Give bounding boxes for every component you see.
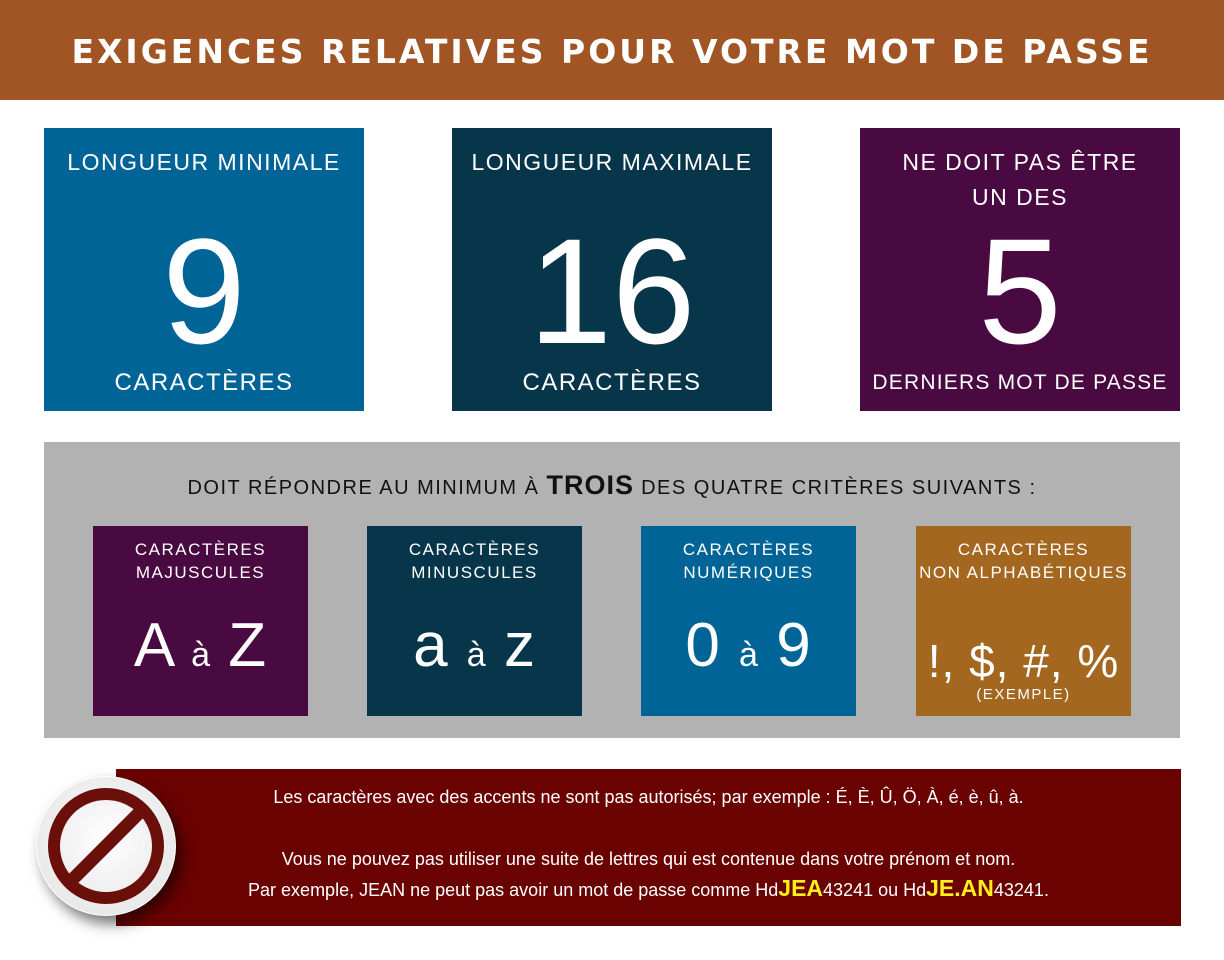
example-highlight-1: JEA	[778, 875, 824, 901]
no-entry-icon	[36, 776, 176, 916]
min-length-unit: CARACTÈRES	[114, 369, 294, 396]
max-length-value: 16	[528, 207, 696, 375]
min-length-card: LONGUEUR MINIMALE 9 CARACTÈRES	[44, 128, 364, 411]
range-from: A	[133, 611, 173, 680]
history-unit: DERNIERS MOT DE PASSE	[872, 371, 1168, 394]
criterion-symbols-line1: CARACTÈRES	[957, 540, 1090, 559]
criterion-numeric-line2: NUMÉRIQUES	[683, 563, 814, 582]
criteria-heading: DOIT RÉPONDRE AU MINIMUM À TROIS DES QUA…	[44, 470, 1180, 501]
name-rule: Vous ne pouvez pas utiliser une suite de…	[281, 849, 1016, 869]
criterion-uppercase-range: A à Z	[93, 609, 308, 692]
example-highlight-2: JE.AN	[926, 875, 994, 901]
range-to: z	[503, 611, 536, 680]
criterion-symbols-line2: NON ALPHABÉTIQUES	[919, 563, 1128, 582]
criterion-lowercase-line1: CARACTÈRES	[408, 540, 541, 559]
accent-rule: Les caractères avec des accents ne sont …	[273, 787, 1024, 807]
criterion-uppercase-title: CARACTÈRES MAJUSCULES	[93, 538, 308, 584]
example-text-a: Par exemple, JEAN ne peut pas avoir un m…	[248, 880, 779, 900]
criterion-uppercase-line2: MAJUSCULES	[135, 563, 266, 582]
max-length-label: LONGUEUR MAXIMALE	[471, 149, 753, 175]
history-label-line1: NE DOIT PAS ÊTRE	[902, 149, 1138, 175]
min-length-label: LONGUEUR MINIMALE	[67, 149, 341, 175]
history-card: NE DOIT PAS ÊTRE UN DES 5 DERNIERS MOT D…	[860, 128, 1180, 411]
criterion-symbols-examples: !, $, #, %	[927, 635, 1120, 687]
criterion-numeric-title: CARACTÈRES NUMÉRIQUES	[641, 538, 856, 584]
header-banner: EXIGENCES RELATIVES POUR VOTRE MOT DE PA…	[0, 0, 1224, 100]
example-text-c: 43241.	[993, 880, 1049, 900]
criterion-uppercase: CARACTÈRES MAJUSCULES A à Z	[93, 526, 308, 716]
criterion-numeric: CARACTÈRES NUMÉRIQUES 0 à 9	[641, 526, 856, 716]
criteria-heading-start: DOIT RÉPONDRE AU MINIMUM À	[187, 477, 547, 499]
range-to: 9	[776, 611, 812, 680]
history-label: NE DOIT PAS ÊTRE UN DES	[860, 145, 1180, 215]
max-length-card: LONGUEUR MAXIMALE 16 CARACTÈRES	[452, 128, 772, 411]
restrictions-banner: Les caractères avec des accents ne sont …	[116, 769, 1181, 926]
criteria-heading-emphasis: TROIS	[546, 470, 635, 500]
history-value: 5	[978, 207, 1062, 375]
criterion-numeric-range: 0 à 9	[641, 609, 856, 692]
history-label-line2: UN DES	[972, 184, 1068, 210]
criterion-symbols: CARACTÈRES NON ALPHABÉTIQUES !, $, #, % …	[916, 526, 1131, 716]
criterion-symbols-title: CARACTÈRES NON ALPHABÉTIQUES	[916, 538, 1131, 584]
criterion-lowercase-range: a à z	[367, 609, 582, 692]
criterion-symbols-note: (EXEMPLE)	[976, 686, 1071, 703]
range-from: 0	[685, 611, 721, 680]
max-length-unit: CARACTÈRES	[522, 369, 702, 396]
criterion-uppercase-line1: CARACTÈRES	[134, 540, 267, 559]
range-from: a	[413, 611, 449, 680]
criteria-heading-end: DES QUATRE CRITÈRES SUIVANTS :	[634, 477, 1037, 499]
criterion-lowercase-line2: MINUSCULES	[411, 563, 538, 582]
criteria-panel: DOIT RÉPONDRE AU MINIMUM À TROIS DES QUA…	[44, 442, 1180, 738]
no-entry-icon-graphic	[37, 777, 175, 915]
example-text-b: 43241 ou Hd	[823, 880, 927, 900]
range-sep: à	[191, 636, 210, 674]
range-to: Z	[228, 611, 268, 680]
range-sep: à	[466, 636, 486, 674]
criterion-numeric-line1: CARACTÈRES	[682, 540, 815, 559]
criterion-lowercase-title: CARACTÈRES MINUSCULES	[367, 538, 582, 584]
criterion-lowercase: CARACTÈRES MINUSCULES a à z	[367, 526, 582, 716]
name-rule-example: Par exemple, JEAN ne peut pas avoir un m…	[116, 875, 1181, 902]
range-sep: à	[739, 636, 758, 674]
page-title: EXIGENCES RELATIVES POUR VOTRE MOT DE PA…	[71, 31, 1153, 71]
min-length-value: 9	[162, 207, 246, 375]
